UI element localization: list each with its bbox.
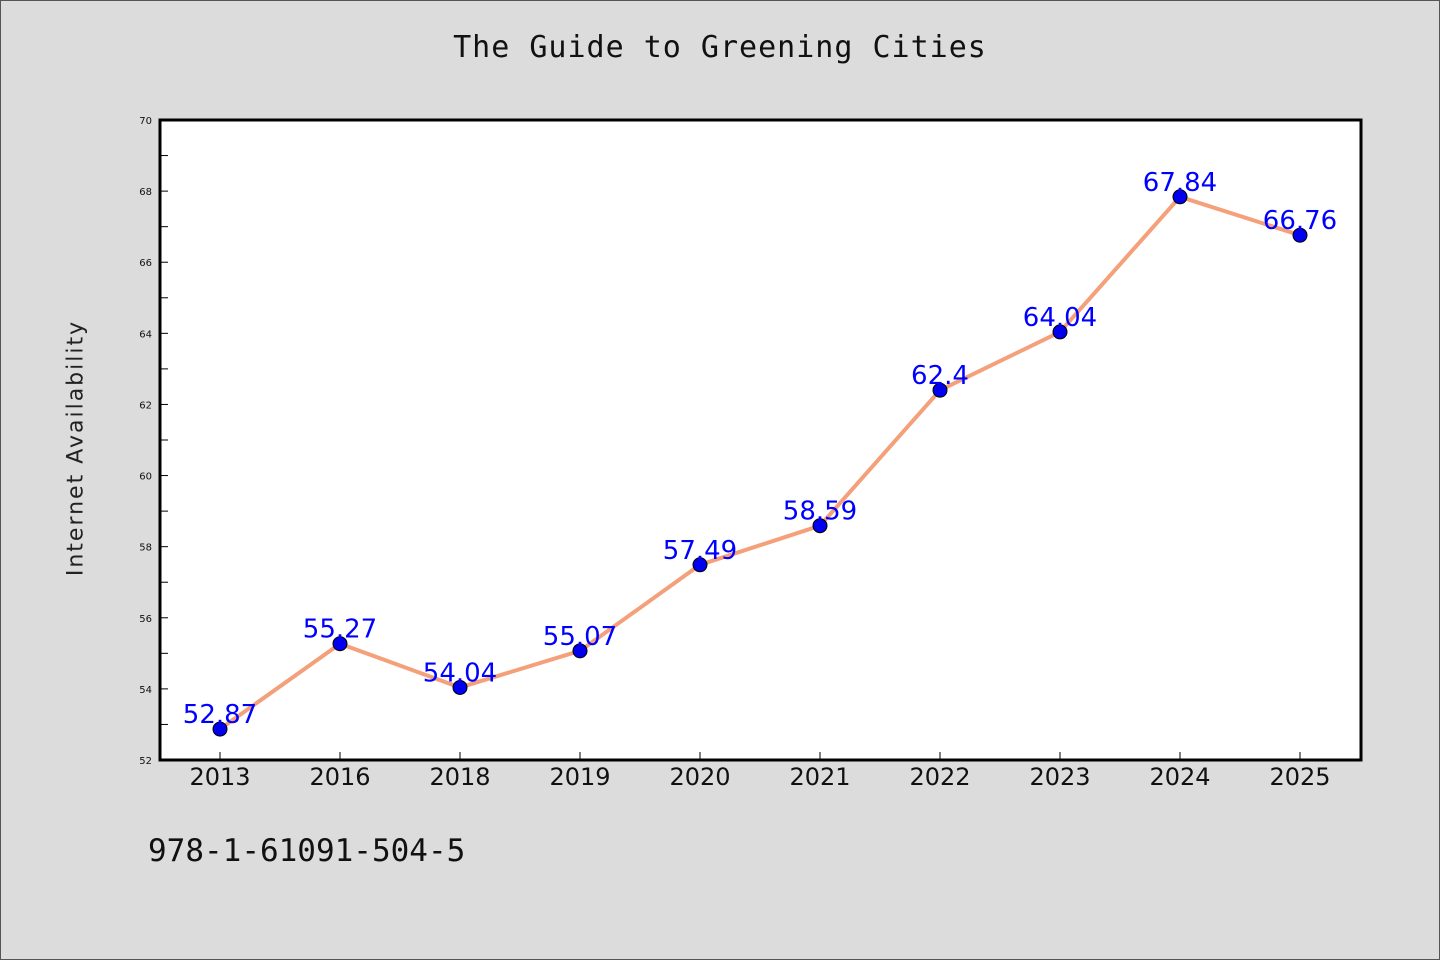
series-layer: 52.87 55.27 54.04 55.07 57.49 58.59 62.4 64.04 6… <box>183 168 1337 737</box>
y-tick-label: 54 <box>139 685 152 696</box>
data-label: 55.27 <box>303 615 377 645</box>
y-tick-label: 68 <box>139 187 152 198</box>
data-point <box>692 557 708 573</box>
series-line <box>218 194 1301 731</box>
data-label: 64.04 <box>1023 303 1097 333</box>
data-point <box>1292 227 1308 243</box>
data-label: 67.84 <box>1143 168 1217 198</box>
data-point <box>572 643 588 659</box>
isbn-text: 978-1-61091-504-5 <box>148 833 466 869</box>
data-label: 54.04 <box>423 658 497 688</box>
x-tick-label: 2016 <box>309 763 370 791</box>
data-point <box>812 518 828 534</box>
x-tick-label: 2024 <box>1149 763 1210 791</box>
data-label: 55.07 <box>543 622 617 652</box>
y-tick-label: 62 <box>139 400 152 411</box>
data-point <box>452 679 468 695</box>
x-axis: 2013 2016 2018 2019 2020 2021 2022 2023 2024 2025 <box>189 752 1331 791</box>
x-tick-label: 2018 <box>429 763 490 791</box>
x-tick-label: 2013 <box>189 763 250 791</box>
data-label: 62.4 <box>911 361 969 391</box>
y-tick-label: 56 <box>139 614 152 625</box>
x-tick-label: 2019 <box>549 763 610 791</box>
y-tick-label: 70 <box>139 116 152 127</box>
x-tick-label: 2025 <box>1269 763 1330 791</box>
x-tick-label: 2022 <box>909 763 970 791</box>
data-point <box>332 636 348 652</box>
x-tick-label: 2020 <box>669 763 730 791</box>
y-axis-label: Internet Availability <box>63 319 89 577</box>
y-tick-label: 52 <box>139 756 152 767</box>
data-label: 57.49 <box>663 536 737 566</box>
y-tick-label: 66 <box>139 258 152 269</box>
y-tick-label: 60 <box>139 472 152 483</box>
plot-area <box>158 118 1363 762</box>
data-point <box>1052 324 1068 340</box>
chart-title: The Guide to Greening Cities <box>453 30 987 65</box>
data-point <box>1172 189 1188 205</box>
y-tick-label: 58 <box>139 543 152 554</box>
x-tick-label: 2021 <box>789 763 850 791</box>
data-point <box>932 382 948 398</box>
y-tick-label: 64 <box>139 329 152 340</box>
data-label: 66.76 <box>1263 206 1337 236</box>
y-axis: 52 54 56 58 60 62 64 66 68 70 <box>139 116 168 767</box>
data-label: 58.59 <box>783 497 857 527</box>
data-point <box>212 721 228 737</box>
x-tick-label: 2023 <box>1029 763 1090 791</box>
data-label: 52.87 <box>183 700 257 730</box>
